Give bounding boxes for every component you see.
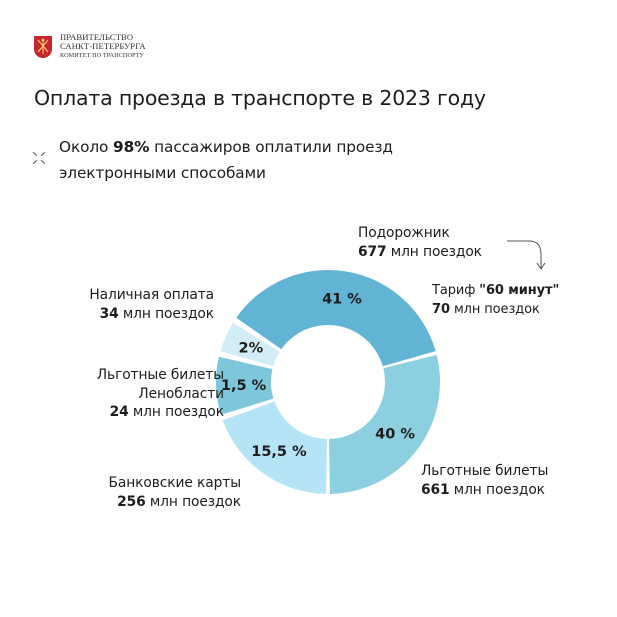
segment-percent-label: 15,5 % xyxy=(251,444,307,460)
label-lgotnye-name: Льготные билеты xyxy=(421,463,549,479)
label-lenoblast-unit: млн поездок xyxy=(128,404,224,420)
label-lgotnye: Льготные билеты 661 млн поездок xyxy=(421,462,548,499)
label-lgotnye-value: 661 xyxy=(421,481,450,498)
label-cash-value: 34 xyxy=(99,305,119,322)
lead-text: Около 98% пассажиров оплатили проезд эле… xyxy=(59,134,393,186)
label-tariff-prefix: Тариф xyxy=(432,283,480,298)
donut-segment xyxy=(216,356,274,415)
org-line-1: ПРАВИТЕЛЬСТВО xyxy=(60,32,134,42)
label-lenoblast: Льготные билеты Ленобласти 24 млн поездо… xyxy=(97,366,224,422)
label-bank-value: 256 xyxy=(117,493,146,510)
label-lenoblast-name-1: Льготные билеты xyxy=(96,367,224,383)
label-cash: Наличная оплата 34 млн поездок xyxy=(89,286,214,323)
org-name: ПРАВИТЕЛЬСТВО САНКТ-ПЕТЕРБУРГА КОМИТЕТ П… xyxy=(60,33,146,60)
sparkle-icon xyxy=(33,152,45,164)
label-podorozhnik-name: Подорожник xyxy=(358,225,450,241)
curved-arrow-icon xyxy=(507,240,546,270)
label-tariff-60: Тариф "60 минут" 70 млн поездок xyxy=(432,282,559,319)
label-bank: Банковские карты 256 млн поездок xyxy=(108,474,242,511)
lead-prefix: Около xyxy=(59,138,114,156)
label-tariff-unit: млн поездок xyxy=(449,301,540,317)
label-lgotnye-unit: млн поездок xyxy=(449,481,545,498)
page-title: Оплата проезда в транспорте в 2023 году xyxy=(34,86,486,110)
label-podorozhnik: Подорожник 677 млн поездок xyxy=(358,224,482,261)
government-logo: ПРАВИТЕЛЬСТВО САНКТ-ПЕТЕРБУРГА КОМИТЕТ П… xyxy=(34,33,146,60)
segment-percent-label: 41 % xyxy=(322,292,362,308)
coat-of-arms-icon xyxy=(34,35,52,58)
label-bank-unit: млн поездок xyxy=(145,493,241,510)
lead-suffix: пассажиров оплатили проезд xyxy=(149,138,393,156)
label-tariff-value: 70 xyxy=(432,301,450,317)
org-line-2: САНКТ-ПЕТЕРБУРГА xyxy=(60,41,146,51)
label-cash-name: Наличная оплата xyxy=(89,287,214,303)
donut-segment xyxy=(220,322,280,367)
label-bank-name: Банковские карты xyxy=(108,475,242,491)
donut-segment xyxy=(328,354,440,494)
label-podorozhnik-value: 677 xyxy=(358,243,387,260)
org-line-3: КОМИТЕТ ПО ТРАНСПОРТУ xyxy=(60,52,144,59)
segment-percent-label: 1,5 % xyxy=(221,378,267,394)
lead-line-2: электронными способами xyxy=(59,164,266,182)
label-lenoblast-value: 24 xyxy=(109,404,129,420)
segment-percent-label: 2% xyxy=(238,341,263,357)
label-tariff-bold: "60 минут" xyxy=(479,283,560,298)
segment-percent-label: 40 % xyxy=(375,426,415,442)
label-cash-unit: млн поездок xyxy=(118,305,214,322)
label-lenoblast-name-2: Ленобласти xyxy=(138,385,224,402)
label-podorozhnik-unit: млн поездок xyxy=(386,243,482,260)
lead-highlight: 98% xyxy=(113,138,150,156)
donut-segment xyxy=(236,269,436,367)
donut-segment xyxy=(222,401,328,494)
